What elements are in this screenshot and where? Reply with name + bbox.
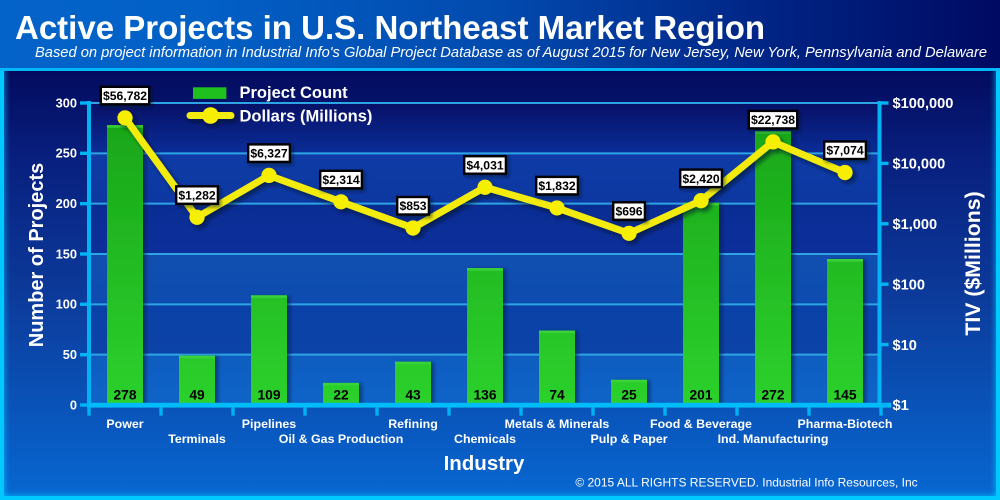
svg-text:Chemicals: Chemicals	[454, 432, 516, 446]
svg-text:Ind. Manufacturing: Ind. Manufacturing	[718, 432, 829, 446]
svg-text:25: 25	[621, 387, 637, 402]
svg-text:$1: $1	[893, 398, 909, 414]
svg-text:74: 74	[549, 387, 565, 402]
svg-text:145: 145	[833, 387, 856, 402]
svg-text:272: 272	[761, 387, 784, 402]
svg-text:150: 150	[56, 246, 77, 261]
svg-text:TIV ($Millions): TIV ($Millions)	[961, 191, 985, 335]
svg-text:109: 109	[257, 387, 280, 402]
svg-text:Metals & Minerals: Metals & Minerals	[505, 417, 610, 431]
svg-text:$56,782: $56,782	[103, 89, 147, 103]
svg-text:22: 22	[333, 387, 349, 402]
svg-text:Pharma-Biotech: Pharma-Biotech	[797, 417, 892, 431]
svg-text:$4,031: $4,031	[466, 158, 503, 172]
svg-text:Number of Projects: Number of Projects	[26, 163, 48, 347]
svg-text:43: 43	[405, 387, 421, 402]
svg-text:$10,000: $10,000	[893, 157, 946, 173]
svg-text:200: 200	[56, 196, 77, 211]
svg-text:Pipelines: Pipelines	[242, 417, 297, 431]
svg-text:Food & Beverage: Food & Beverage	[650, 417, 752, 431]
svg-text:Dollars (Millions): Dollars (Millions)	[240, 107, 373, 125]
svg-text:$22,738: $22,738	[751, 113, 795, 127]
svg-text:$853: $853	[399, 199, 426, 213]
svg-text:Terminals: Terminals	[168, 432, 226, 446]
svg-text:0: 0	[70, 397, 77, 412]
svg-text:© 2015 ALL RIGHTS RESERVED. In: © 2015 ALL RIGHTS RESERVED. Industrial I…	[575, 476, 917, 490]
svg-text:49: 49	[189, 387, 205, 402]
svg-text:Oil & Gas Production: Oil & Gas Production	[279, 432, 404, 446]
svg-text:$7,074: $7,074	[826, 144, 863, 158]
svg-text:$1,282: $1,282	[178, 189, 215, 203]
svg-text:300: 300	[56, 95, 77, 110]
svg-text:50: 50	[63, 347, 77, 362]
svg-text:$1,000: $1,000	[893, 217, 938, 233]
svg-text:250: 250	[56, 146, 77, 161]
svg-text:$100: $100	[893, 277, 925, 293]
svg-text:$2,420: $2,420	[682, 172, 719, 186]
svg-text:100: 100	[56, 297, 77, 312]
svg-text:$1,832: $1,832	[538, 179, 575, 193]
svg-text:Power: Power	[106, 417, 143, 431]
svg-text:Refining: Refining	[388, 417, 438, 431]
svg-text:Project Count: Project Count	[240, 84, 349, 102]
svg-text:$2,314: $2,314	[322, 173, 359, 187]
svg-text:278: 278	[113, 387, 136, 402]
svg-text:201: 201	[689, 387, 712, 402]
svg-text:Industry: Industry	[444, 452, 525, 475]
svg-text:Pulp & Paper: Pulp & Paper	[590, 432, 667, 446]
svg-text:136: 136	[473, 387, 496, 402]
svg-text:$10: $10	[893, 338, 917, 354]
svg-text:$6,327: $6,327	[250, 147, 287, 161]
svg-text:$696: $696	[615, 205, 642, 219]
svg-text:$100,000: $100,000	[893, 96, 954, 112]
